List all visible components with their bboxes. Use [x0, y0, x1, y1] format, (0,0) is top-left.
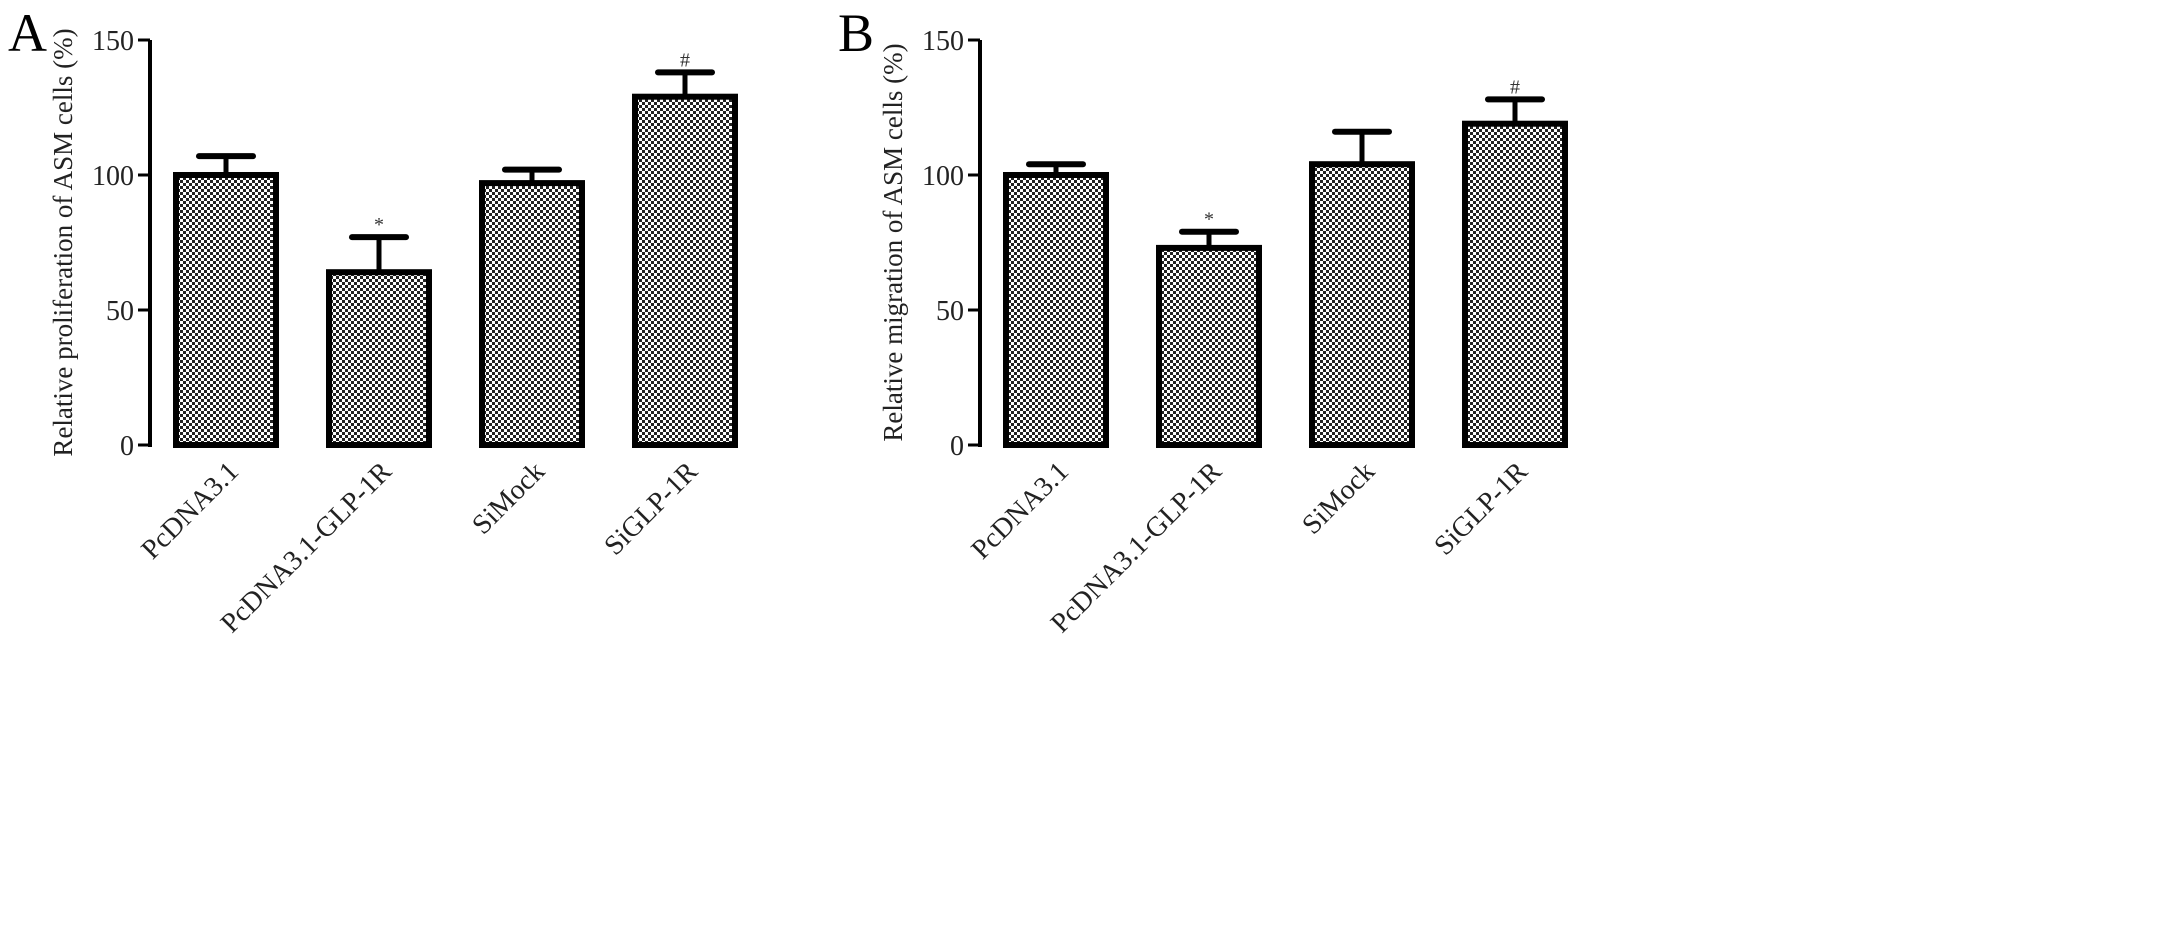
- y-tick-label: 0: [120, 431, 134, 462]
- y-tick-label: 50: [106, 296, 134, 327]
- bar: [326, 269, 432, 449]
- y-tick-label: 0: [950, 431, 964, 462]
- x-tick-label: PcDNA3.1-GLP-1R: [1045, 456, 1228, 639]
- significance-mark: *: [374, 214, 384, 236]
- significance-mark: *: [1204, 209, 1214, 231]
- bar: [479, 180, 585, 448]
- panel-label-b: B: [838, 3, 875, 63]
- bar: [1156, 244, 1262, 448]
- y-tick-label: 100: [922, 161, 964, 192]
- x-tick-label: SiGLP-1R: [1428, 456, 1534, 562]
- y-tick-label: 150: [92, 26, 134, 57]
- x-tick-label: PcDNA3.1-GLP-1R: [215, 456, 398, 639]
- y-axis-label: Relative proliferation of ASM cells (%): [48, 28, 78, 456]
- y-tick-label: 150: [922, 26, 964, 57]
- significance-mark: #: [1510, 76, 1520, 98]
- panel-b: 0 50 100 150 Relative migration of ASM cells…: [878, 26, 1568, 639]
- y-tick-label: 100: [92, 161, 134, 192]
- x-tick-label: SiMock: [1296, 456, 1381, 541]
- x-tick-label: PcDNA3.1: [136, 456, 245, 565]
- bar: [1309, 161, 1415, 448]
- y-axis-label: Relative migration of ASM cells (%): [878, 43, 908, 441]
- bar: [1003, 172, 1109, 448]
- panel-a: 0 50 100 150 Relative proliferation of ASM c…: [48, 26, 738, 639]
- x-tick-label: SiGLP-1R: [598, 456, 704, 562]
- x-tick-label: SiMock: [466, 456, 551, 541]
- bar: [173, 172, 279, 448]
- bar: [1462, 120, 1568, 448]
- bar: [632, 93, 738, 448]
- x-tick-label: PcDNA3.1: [966, 456, 1075, 565]
- panel-label-a: A: [8, 3, 47, 63]
- significance-mark: #: [680, 49, 690, 71]
- y-tick-label: 50: [936, 296, 964, 327]
